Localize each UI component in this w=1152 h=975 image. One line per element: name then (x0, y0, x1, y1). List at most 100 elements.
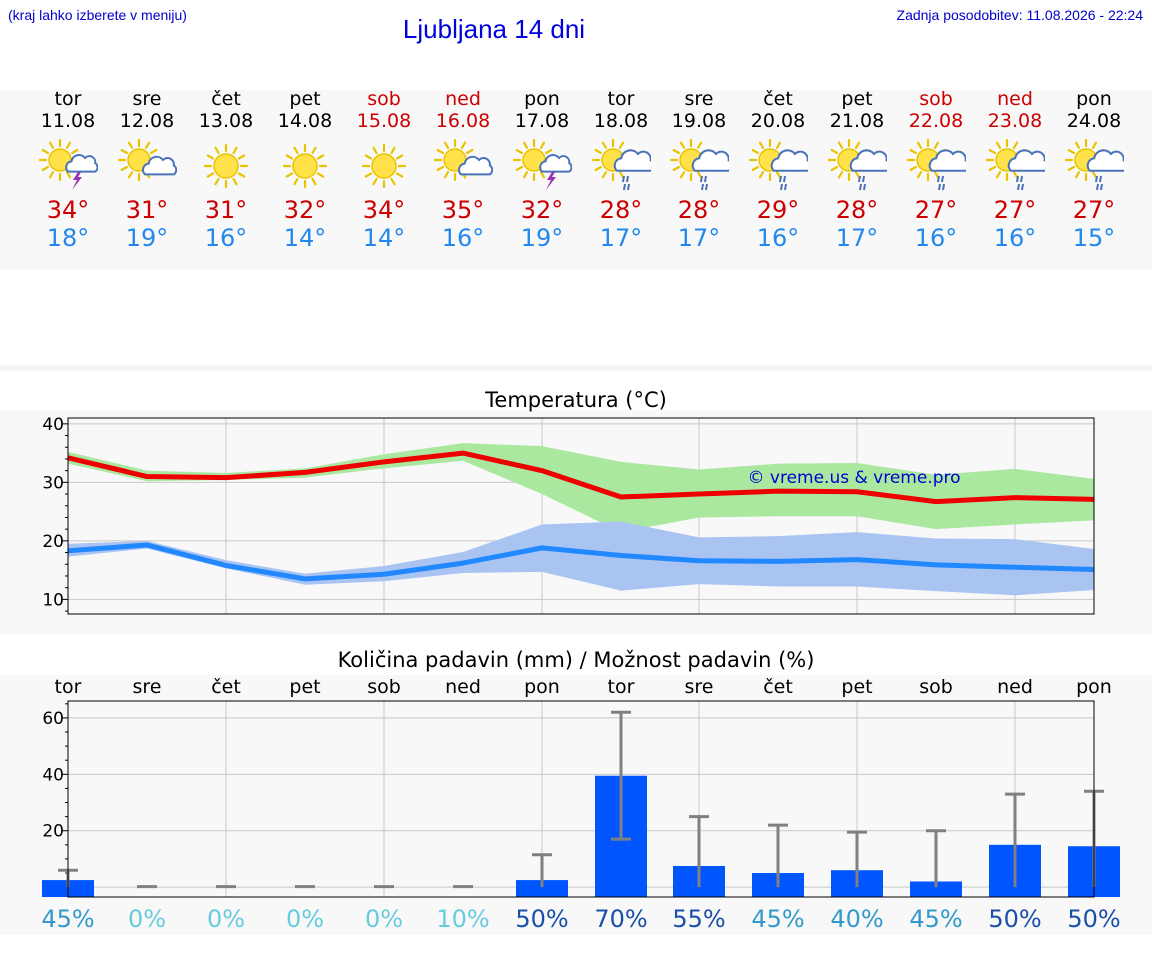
sun-ray (48, 171, 55, 179)
rain-drop (700, 175, 703, 183)
sun-ray (466, 148, 474, 155)
forecast-day: pon 17.08 32° 19° (502, 88, 582, 252)
cloud-shape (142, 155, 177, 176)
day-name: sob (367, 88, 401, 110)
sun-shape (203, 143, 249, 189)
y-tick-label: 10 (42, 590, 64, 610)
cloud-shape (849, 149, 887, 172)
precip-probability: 40% (830, 905, 883, 933)
sun-ray (672, 165, 680, 172)
rain-drop (858, 175, 861, 183)
day-label: ned (445, 676, 481, 698)
sun-ray (1012, 141, 1019, 149)
sun-ray (751, 165, 759, 172)
max-temp-line (67, 450, 1095, 505)
sun-cloud-rain-icon (827, 138, 887, 191)
sun-ray (854, 171, 861, 179)
divider (0, 365, 1152, 371)
day-name: čet (763, 88, 793, 110)
sun-cloud-icon (433, 138, 493, 182)
region-hint: (kraj lahko izberete v meniju) (8, 7, 187, 23)
last-updated: Zadnja posodobitev: 11.08.2026 - 22:24 (896, 7, 1143, 23)
day-label: pon (524, 676, 560, 698)
sun-ray (436, 148, 444, 155)
sun-cloud-rain-icon (591, 138, 651, 191)
y-tick-label: 60 (42, 709, 64, 729)
sun-ray (1091, 141, 1098, 149)
rain-drop (705, 183, 708, 191)
min-temp: 17° (677, 224, 721, 252)
precip-probability: 0% (365, 905, 403, 933)
plot-frame (67, 700, 1095, 898)
rain-drop (1099, 175, 1102, 183)
rain-drop (1017, 183, 1020, 191)
sun-ray (206, 154, 215, 160)
cloud-shape (539, 154, 572, 173)
day-label: pet (841, 676, 872, 698)
temperature-chart: 10 20 30 40 © vreme.us & vreme.pro (42, 415, 1095, 615)
sun-ray (443, 171, 450, 179)
sun-ray (372, 146, 378, 155)
copyright-annotation: © vreme.us & vreme.pro (747, 468, 960, 488)
sun-cloud-rain-icon (985, 138, 1045, 191)
sun-ray (916, 141, 923, 149)
precip-probability: 50% (1067, 905, 1120, 933)
sun-cloud-rain-icon (906, 138, 966, 191)
sun-ray (237, 154, 246, 160)
rain-drop (626, 175, 629, 183)
sun-ray (1067, 148, 1075, 155)
sun-ray (127, 141, 134, 149)
sun-ray (933, 171, 940, 179)
sun-cloud-rain-icon (748, 138, 808, 191)
min-temp: 16° (204, 224, 248, 252)
temperature-chart-title: Temperatura (°C) (485, 388, 667, 412)
sun-ray (618, 171, 625, 179)
precip-probability: 70% (594, 905, 647, 933)
forecast-day: sre 12.08 31° 19° (107, 88, 187, 252)
precip-probability: 50% (515, 905, 568, 933)
day-date: 19.08 (671, 110, 727, 132)
rain-drop (863, 183, 866, 191)
day-label: sre (685, 676, 714, 698)
day-name: čet (211, 88, 241, 110)
sun-ray (214, 177, 220, 186)
forecast-band (0, 90, 1152, 270)
day-date: 11.08 (40, 110, 96, 132)
min-temp: 15° (1072, 224, 1116, 252)
max-temp: 32° (283, 196, 327, 224)
forecast-day: ned 23.08 27° 16° (975, 88, 1055, 252)
sun-ray (206, 172, 215, 178)
sun-ray (601, 141, 608, 149)
sun-ray (214, 146, 220, 155)
sun-ray (988, 165, 996, 172)
precip-bar (910, 881, 962, 897)
rain-drop (938, 183, 941, 191)
rain-drop (701, 183, 704, 191)
day-date: 14.08 (277, 110, 333, 132)
max-temp: 31° (204, 196, 248, 224)
forecast-day: ned 16.08 35° 16° (423, 88, 503, 252)
sun-cloud-thunder-icon (512, 138, 572, 190)
forecast-day: pet 21.08 28° 17° (817, 88, 897, 252)
cloud-shape (928, 149, 966, 172)
sun-ray (758, 171, 765, 179)
sun-ray (71, 148, 79, 155)
precip-probability: 0% (128, 905, 166, 933)
sun-ray (837, 171, 844, 179)
day-date: 16.08 (435, 110, 491, 132)
forecast-days: tor 11.08 34° 18° sre 12.08 31° 19° čet 13.08 31° 1… (0, 88, 1152, 258)
max-temp-range (68, 443, 1094, 533)
sun-cloud-rain-icon (669, 138, 729, 191)
min-temp-line (67, 542, 1095, 582)
rain-drop (780, 183, 783, 191)
forecast-day: čet 20.08 29° 16° (738, 88, 818, 252)
min-temp: 19° (125, 224, 169, 252)
sun-ray (594, 148, 602, 155)
sun-icon (361, 143, 407, 189)
day-label: čet (763, 676, 793, 698)
day-label: pet (289, 676, 320, 698)
day-name: pet (841, 88, 873, 110)
day-name: sob (919, 88, 953, 110)
day-name: pon (524, 88, 560, 110)
rain-drop (1016, 175, 1019, 183)
